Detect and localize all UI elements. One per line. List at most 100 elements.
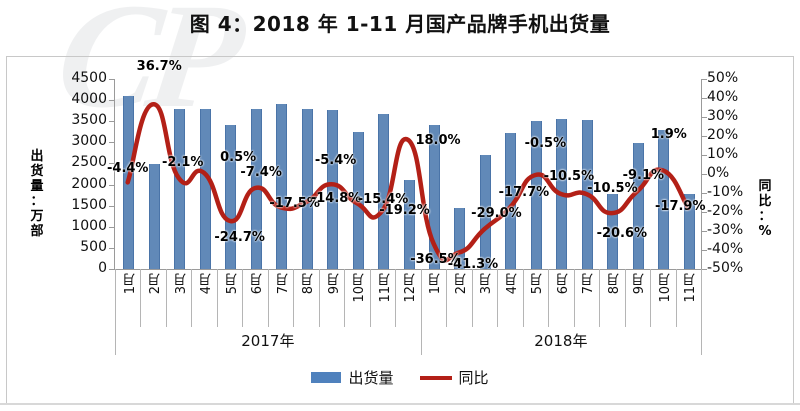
- data-label-yoy: -29.0%: [471, 206, 522, 222]
- x-axis-separator: [191, 269, 193, 327]
- right-tick-label: -20%: [707, 203, 744, 219]
- x-axis-month-label: 2月: [453, 273, 469, 295]
- year-group-separator: [115, 269, 116, 355]
- right-tick-mark: [702, 250, 707, 251]
- data-label-yoy: -19.2%: [379, 203, 430, 219]
- right-tick-label: 0%: [707, 165, 730, 181]
- data-label-yoy: -4.4%: [107, 161, 149, 177]
- bar-shipment: [658, 129, 670, 269]
- right-axis-title-char: 比: [758, 194, 772, 209]
- bar-shipment: [199, 108, 211, 269]
- x-axis-separator: [344, 269, 346, 327]
- left-tick-mark: [109, 142, 114, 143]
- right-tick-label: -40%: [707, 241, 744, 257]
- bar-shipment: [607, 193, 619, 269]
- left-tick-label: 3000: [71, 133, 107, 150]
- x-axis-month-label: 11月: [683, 273, 699, 303]
- right-axis-title-char: ：: [758, 209, 772, 224]
- left-tick-label: 500: [80, 238, 107, 255]
- x-axis-separator: [140, 269, 142, 327]
- right-tick-label: 40%: [707, 89, 739, 105]
- data-label-yoy: 1.9%: [650, 127, 687, 143]
- left-tick-label: 3500: [71, 112, 107, 129]
- left-tick-mark: [109, 248, 114, 249]
- x-axis-separator: [293, 269, 295, 327]
- left-axis-title-char: 量: [30, 179, 44, 194]
- x-axis-month-label: 3月: [173, 273, 189, 295]
- x-axis-month-label: 5月: [530, 273, 546, 295]
- left-axis-title-char: ：: [30, 194, 44, 209]
- left-axis-title: 出货量：万部: [29, 149, 45, 239]
- legend-label: 出货量: [348, 369, 394, 387]
- x-axis-separator: [675, 269, 677, 327]
- x-axis-month-label: 10月: [657, 273, 673, 303]
- x-axis-separator: [446, 269, 448, 327]
- right-tick-mark: [702, 79, 707, 80]
- bar-shipment: [148, 164, 160, 269]
- left-tick-mark: [109, 121, 114, 122]
- bar-shipment: [632, 143, 644, 269]
- legend-bar-swatch: [311, 372, 342, 383]
- left-axis-ticks: 4500 4000 3500 3000 2500 2000 1500 1000 500 0: [51, 57, 107, 403]
- data-label-yoy: -9.1%: [622, 168, 665, 184]
- left-axis-line: [114, 79, 115, 269]
- data-label-yoy: -10.5%: [587, 180, 638, 196]
- left-axis-title-char: 万: [30, 209, 44, 224]
- left-tick-mark: [109, 227, 114, 228]
- x-axis-month-label: 4月: [504, 273, 520, 295]
- data-label-yoy: -20.6%: [596, 226, 648, 242]
- legend-label: 同比: [458, 369, 489, 387]
- right-tick-label: 20%: [707, 127, 739, 143]
- bar-shipment: [327, 109, 339, 269]
- x-axis-separator: [599, 269, 601, 327]
- left-axis-title-char: 出: [30, 149, 44, 164]
- year-group-label: 2018年: [534, 332, 588, 350]
- right-tick-mark: [702, 174, 707, 175]
- data-label-yoy: -2.1%: [161, 154, 204, 170]
- right-tick-label: 50%: [707, 70, 739, 86]
- x-axis-month-label: 5月: [224, 273, 240, 295]
- x-axis-month-label: 10月: [352, 273, 368, 303]
- right-tick-mark: [702, 117, 707, 118]
- year-group-label: 2017年: [241, 332, 295, 350]
- data-label-yoy: -17.9%: [655, 199, 706, 214]
- x-axis-separator: [497, 269, 499, 327]
- legend-line-swatch: [419, 375, 452, 380]
- left-tick-mark: [109, 269, 114, 270]
- chart-frame: 出货量：万部 同比：% 4500 4000 3500 3000 2500 2000 1500…: [6, 56, 794, 404]
- bottom-divider: [0, 403, 800, 405]
- x-axis-month-label: 8月: [606, 273, 622, 295]
- x-axis-year-groups: 2017年 2018年: [115, 269, 702, 357]
- x-axis-month-label: 7月: [581, 273, 597, 295]
- bar-shipment: [428, 125, 440, 269]
- bar-shipment: [301, 108, 313, 269]
- x-axis-separator: [267, 269, 269, 327]
- year-group-separator: [420, 269, 422, 355]
- left-tick-mark: [109, 206, 114, 207]
- right-tick-mark: [702, 155, 707, 156]
- x-axis-separator: [369, 269, 371, 327]
- x-axis-month-label: 9月: [632, 273, 648, 295]
- bar-shipment: [530, 121, 542, 269]
- right-tick-label: -30%: [707, 222, 744, 238]
- right-tick-mark: [702, 212, 707, 213]
- left-tick-label: 2000: [71, 175, 107, 192]
- data-label-yoy: 36.7%: [136, 59, 182, 75]
- left-tick-mark: [109, 163, 114, 164]
- data-label-yoy: -36.5%: [410, 252, 461, 268]
- right-tick-mark: [702, 231, 707, 232]
- legend-item[interactable]: 同比: [419, 367, 489, 388]
- left-axis-title-char: 部: [30, 224, 44, 239]
- left-tick-label: 0: [98, 260, 107, 276]
- bar-shipment: [454, 207, 466, 269]
- year-group-separator: [701, 269, 702, 355]
- x-axis-month-label: 1月: [428, 273, 444, 295]
- x-axis-month-label: 11月: [377, 273, 393, 303]
- data-label-yoy: -5.4%: [314, 153, 357, 169]
- data-label-yoy: -10.5%: [543, 168, 595, 184]
- bar-shipment: [479, 155, 491, 269]
- x-axis-month-label: 7月: [275, 273, 291, 295]
- x-axis-separator: [165, 269, 167, 327]
- right-axis-ticks: 50% 40% 30% 20% 10% 0% -10% -20% -30% -40% -50%: [707, 57, 767, 403]
- legend-item[interactable]: 出货量: [311, 367, 394, 388]
